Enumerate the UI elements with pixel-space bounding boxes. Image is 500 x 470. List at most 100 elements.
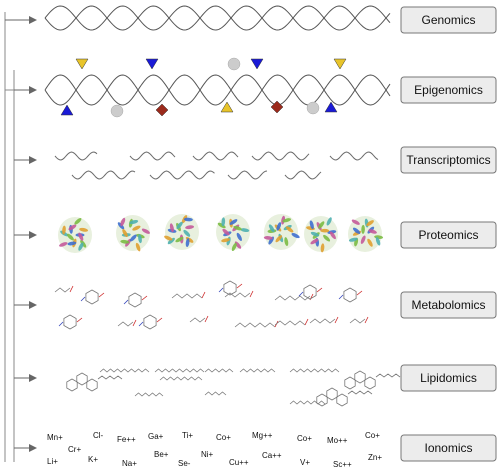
lipid-structure [67, 373, 122, 391]
ion-label: Ti+ [182, 431, 193, 440]
protein-structure [163, 214, 199, 250]
metabolite-structure [235, 321, 278, 327]
ion-label: Na+ [122, 459, 137, 468]
ion-label: Fe++ [117, 435, 136, 444]
metabolite-structures [55, 281, 368, 329]
lipid-structure [345, 371, 400, 389]
ion-list: Mn+ Cl- Fe++ Ga+ Ti+ Co+ Mg++ Co+ Mo++ Co+ Li+ Cr+ K… [47, 431, 382, 469]
protein-structure [116, 215, 151, 252]
epigenetic-mark-blue [251, 59, 263, 69]
metabolite-structure [190, 316, 208, 322]
metabolite-structure [350, 317, 368, 323]
layer-labels: Genomics Epigenomics Transcriptomics Proteo… [401, 7, 496, 461]
rna-fragment [193, 152, 238, 160]
label-text-metabolomics: Metabolomics [411, 298, 485, 312]
rna-fragment [72, 171, 135, 179]
label-proteomics: Proteomics [401, 222, 496, 248]
metabolite-structure [139, 315, 162, 329]
dna-strand-b [45, 6, 390, 30]
layer-bracket [5, 12, 36, 462]
ion-label: Be+ [154, 450, 169, 459]
epigenetic-mark-yellow [221, 102, 233, 112]
dna-strand-b [45, 75, 390, 105]
ion-label: Co+ [365, 431, 380, 440]
metabolite-structure [310, 317, 338, 323]
ion-label: Ca++ [262, 451, 282, 460]
metabolite-structure [299, 285, 322, 299]
lipid-structures [67, 369, 400, 406]
lipid-structure [205, 392, 226, 395]
ion-label: Mn+ [47, 433, 63, 442]
lipid-structure [205, 369, 233, 372]
metabolite-structure [339, 288, 362, 302]
lipid-structure [155, 369, 204, 372]
ion-label: Li+ [47, 457, 58, 466]
protein-structure [216, 214, 250, 252]
lipid-structure [100, 369, 149, 372]
label-text-lipidomics: Lipidomics [420, 371, 477, 385]
label-epigenomics: Epigenomics [401, 77, 496, 103]
epigenetic-mark-gray [228, 58, 240, 70]
dna-strand-a [45, 75, 390, 105]
ion-label: Mg++ [252, 431, 273, 440]
metabolite-structure [124, 293, 147, 307]
label-text-proteomics: Proteomics [418, 228, 478, 242]
epigenetic-mark-blue [61, 105, 73, 115]
metabolite-structure [55, 286, 73, 292]
ion-label: Cu++ [229, 458, 249, 467]
metabolite-structure [172, 292, 205, 298]
rna-fragment [252, 152, 309, 160]
protein-structure [58, 217, 92, 253]
ion-label: Ni+ [201, 450, 214, 459]
protein-structures [58, 214, 383, 253]
label-metabolomics: Metabolomics [401, 292, 496, 318]
lipid-structure [290, 401, 325, 404]
protein-structure [304, 216, 338, 253]
lipid-structure [135, 393, 163, 396]
ion-label: Cr+ [68, 445, 81, 454]
rna-fragment [130, 152, 175, 160]
rna-fragment [330, 152, 378, 160]
lipid-structure [317, 388, 372, 406]
epigenetic-mark-red [156, 104, 168, 116]
epigenetic-mark-yellow [334, 59, 346, 69]
dna-with-epigenetic-marks [45, 58, 390, 117]
protein-structure [264, 214, 301, 250]
lipid-structure [240, 369, 275, 372]
label-text-transcriptomics: Transcriptomics [406, 153, 490, 167]
ion-label: K+ [88, 455, 98, 464]
label-text-ionomics: Ionomics [424, 441, 472, 455]
metabolite-structure [275, 319, 308, 325]
rna-fragment [228, 171, 267, 179]
ion-label: V+ [300, 458, 310, 467]
rna-fragment [150, 171, 215, 179]
rna-fragment [285, 171, 321, 179]
ion-label: Ga+ [148, 432, 164, 441]
ion-label: Co+ [297, 434, 312, 443]
label-lipidomics: Lipidomics [401, 365, 496, 391]
label-genomics: Genomics [401, 7, 496, 33]
protein-structure [348, 216, 383, 252]
epigenetic-mark-gray [307, 102, 319, 114]
label-ionomics: Ionomics [401, 435, 496, 461]
metabolite-structure [225, 291, 253, 297]
ion-label: Sc++ [333, 460, 352, 469]
rna-fragment [55, 152, 97, 160]
metabolite-structure [81, 290, 104, 304]
metabolite-structure [118, 320, 136, 326]
lipid-structure [160, 377, 202, 380]
metabolite-structure [59, 315, 82, 329]
epigenetic-mark-yellow [76, 59, 88, 69]
ion-label: Zn+ [368, 453, 382, 462]
ion-label: Mo++ [327, 436, 348, 445]
ion-label: Se- [178, 459, 191, 468]
label-text-genomics: Genomics [421, 13, 475, 27]
dna-double-strand [45, 6, 390, 30]
epigenetic-mark-gray [111, 105, 123, 117]
dna-strand-a [45, 6, 390, 30]
lipid-structure [290, 369, 339, 372]
rna-transcripts [55, 152, 378, 179]
label-transcriptomics: Transcriptomics [401, 147, 496, 173]
ion-label: Cl- [93, 431, 104, 440]
